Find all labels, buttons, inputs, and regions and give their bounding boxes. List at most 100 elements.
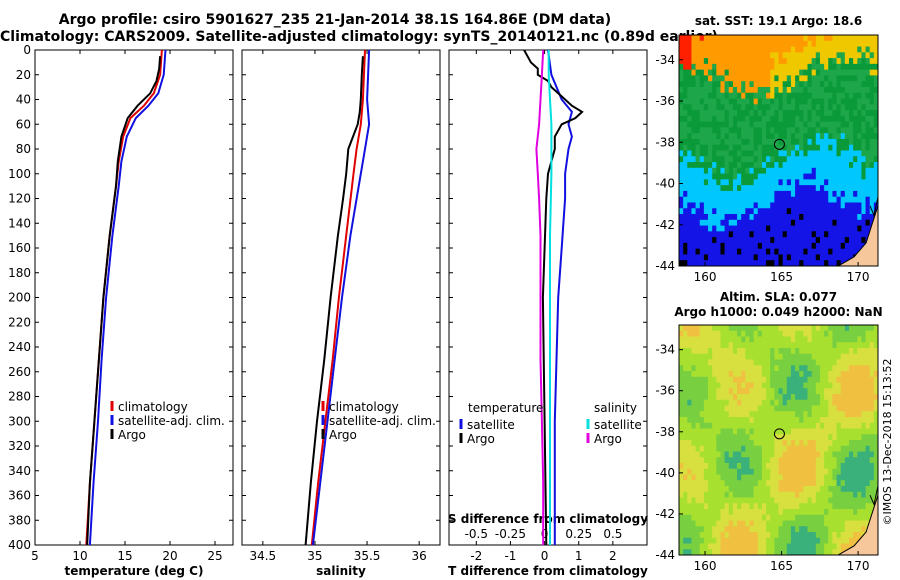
map-cell bbox=[803, 549, 809, 555]
map-cell bbox=[708, 133, 713, 140]
map-cell bbox=[786, 173, 792, 180]
map-cell bbox=[712, 260, 717, 266]
map-cell bbox=[766, 86, 771, 94]
map-cell bbox=[778, 58, 784, 65]
map-cell bbox=[832, 532, 838, 539]
map-cell bbox=[757, 156, 763, 163]
map-cell bbox=[745, 417, 751, 424]
map-cell bbox=[873, 127, 878, 134]
map-cell bbox=[770, 208, 775, 215]
map-cell bbox=[811, 98, 817, 105]
map-cell bbox=[699, 451, 705, 458]
map-cell bbox=[840, 237, 846, 244]
map-cell bbox=[687, 225, 693, 232]
map-cell bbox=[790, 342, 796, 349]
map-cell bbox=[824, 208, 829, 215]
map-cell bbox=[728, 167, 734, 175]
map-cell bbox=[749, 486, 755, 493]
map-cell bbox=[824, 491, 829, 499]
map-cell bbox=[815, 110, 821, 117]
map-cell bbox=[844, 440, 850, 447]
map-cell bbox=[716, 405, 722, 412]
map-cell bbox=[687, 428, 693, 435]
difference-panel: -2 -1 0 1 2T difference from climatology-0.5… bbox=[448, 49, 648, 578]
map-cell bbox=[799, 543, 804, 550]
map-cell bbox=[815, 486, 821, 493]
s-tick-label: 0 bbox=[541, 527, 549, 541]
map-cell bbox=[861, 35, 867, 42]
map-cell bbox=[824, 156, 829, 163]
map-cell bbox=[703, 92, 709, 100]
map-cell bbox=[795, 260, 800, 266]
map-cell bbox=[732, 92, 738, 100]
map-cell bbox=[761, 376, 767, 384]
map-cell bbox=[716, 115, 722, 123]
map-cell bbox=[848, 162, 854, 169]
map-cell bbox=[869, 104, 875, 111]
map-cell bbox=[832, 86, 838, 94]
map-cell bbox=[728, 46, 734, 53]
map-cell bbox=[848, 445, 854, 453]
map-cell bbox=[737, 242, 742, 250]
map-cell bbox=[786, 532, 792, 539]
map-cell bbox=[786, 365, 792, 372]
map-cell bbox=[728, 179, 734, 186]
map-cell bbox=[732, 325, 738, 332]
map-cell bbox=[832, 92, 838, 100]
map-cell bbox=[679, 63, 684, 71]
map-cell bbox=[786, 497, 792, 504]
map-cell bbox=[732, 248, 738, 256]
map-cell bbox=[741, 81, 746, 88]
map-cell bbox=[815, 509, 821, 516]
map-cell bbox=[807, 260, 813, 266]
map-cell bbox=[803, 179, 809, 186]
map-cell bbox=[695, 463, 701, 470]
map-cell bbox=[708, 325, 713, 332]
map-cell bbox=[732, 133, 738, 140]
map-cell bbox=[836, 532, 842, 539]
map-cell bbox=[766, 491, 771, 499]
map-cell bbox=[732, 242, 738, 250]
map-cell bbox=[757, 219, 763, 227]
map-cell bbox=[840, 185, 846, 192]
map-cell bbox=[869, 138, 875, 146]
map-cell bbox=[703, 440, 709, 447]
map-cell bbox=[699, 98, 705, 105]
map-cell bbox=[824, 537, 829, 545]
map-cell bbox=[720, 150, 726, 157]
map-cell bbox=[811, 86, 817, 94]
map-cell bbox=[795, 325, 800, 332]
map-cell bbox=[741, 537, 746, 545]
map-cell bbox=[732, 422, 738, 430]
map-cell bbox=[824, 254, 829, 261]
map-cell bbox=[869, 428, 875, 435]
map-cell bbox=[724, 417, 730, 424]
map-cell bbox=[807, 92, 813, 100]
map-cell bbox=[683, 503, 688, 510]
map-cell bbox=[703, 382, 709, 389]
map-cell bbox=[687, 549, 693, 555]
lon-tick-label: 160 bbox=[694, 559, 717, 573]
map-cell bbox=[782, 480, 788, 487]
map-cell bbox=[865, 121, 871, 129]
map-cell bbox=[766, 138, 771, 146]
map-cell bbox=[695, 417, 701, 424]
map-cell bbox=[836, 474, 842, 481]
map-cell bbox=[737, 359, 742, 366]
map-cell bbox=[832, 144, 838, 152]
map-cell bbox=[757, 388, 763, 395]
map-cell bbox=[778, 121, 784, 129]
map-cell bbox=[853, 411, 858, 418]
series-line-satellite-adj-clim- bbox=[88, 49, 167, 546]
map-cell bbox=[737, 405, 742, 412]
map-cell bbox=[828, 167, 833, 175]
map-cell bbox=[724, 133, 730, 140]
map-cell bbox=[853, 138, 858, 146]
map-cell bbox=[778, 208, 784, 215]
map-cell bbox=[770, 98, 775, 105]
map-cell bbox=[720, 231, 726, 238]
map-cell bbox=[737, 382, 742, 389]
map-cell bbox=[745, 63, 751, 71]
map-cell bbox=[844, 190, 850, 198]
map-cell bbox=[853, 214, 858, 221]
